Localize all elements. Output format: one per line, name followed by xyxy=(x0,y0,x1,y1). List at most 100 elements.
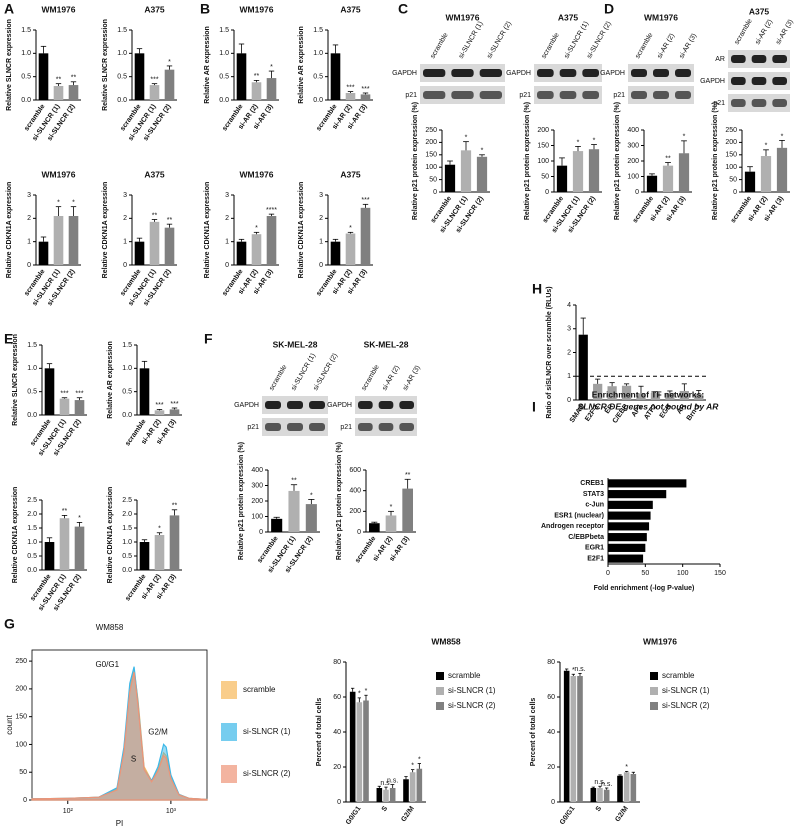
bar xyxy=(608,479,687,488)
blot-band xyxy=(287,401,303,409)
significance: **** xyxy=(266,207,277,214)
significance: n.s. xyxy=(574,666,585,673)
panel-label: I xyxy=(532,399,536,415)
x-tick-label: G2/M xyxy=(400,805,416,823)
x-tick-label: 150 xyxy=(714,570,726,577)
bar xyxy=(608,543,646,552)
bar xyxy=(646,175,658,192)
row-label: p21 xyxy=(613,92,625,99)
x-tick-label: 10³ xyxy=(166,808,177,815)
y-axis-label: Percent of total cells xyxy=(316,698,323,767)
y-tick-label: 1 xyxy=(567,373,571,380)
bar xyxy=(662,165,674,192)
significance: ** xyxy=(254,73,260,80)
blot-band xyxy=(675,91,691,99)
y-tick-label: 0 xyxy=(123,262,127,269)
bar xyxy=(169,409,180,415)
lane-label: si-SLNCR (2) xyxy=(586,20,613,60)
blot-band xyxy=(731,99,746,107)
peak-label: S xyxy=(131,755,136,764)
significance: * xyxy=(255,225,258,232)
x-axis-label: PI xyxy=(116,819,124,828)
significance: * xyxy=(158,526,161,533)
legend-swatch xyxy=(436,687,444,695)
chart-title: WM858 xyxy=(431,636,461,646)
bar xyxy=(460,150,472,192)
legend-label: si-SLNCR (2) xyxy=(448,701,496,710)
chart-title: Enrichment of TF networks: xyxy=(592,389,705,399)
blot-band xyxy=(751,99,767,107)
blot-band xyxy=(287,423,303,431)
blot-band xyxy=(772,99,787,107)
y-tick-label: 1.0 xyxy=(122,365,132,372)
x-tick-label: 10² xyxy=(63,808,74,815)
y-axis-label: Ratio of siSLNCR over scramble (RLUs) xyxy=(546,286,553,418)
row-label: GAPDH xyxy=(506,70,531,77)
row-label: p21 xyxy=(405,92,417,99)
blot-band xyxy=(731,55,746,63)
bar xyxy=(74,400,85,415)
y-tick-label: 250 xyxy=(725,127,737,134)
bar xyxy=(608,533,647,542)
y-tick-label: 1.5 xyxy=(122,342,132,349)
y-tick-label: 0 xyxy=(23,797,27,804)
bar xyxy=(383,789,389,802)
y-tick-label: 0.0 xyxy=(27,412,37,419)
significance: * xyxy=(168,59,171,66)
y-tick-label: 0.5 xyxy=(313,74,323,81)
significance: * xyxy=(572,667,575,674)
y-tick-label: 80 xyxy=(547,659,555,666)
y-axis-label: Relative p21 protein expression (%) xyxy=(712,102,719,220)
bar xyxy=(360,94,371,100)
row-label: p21 xyxy=(340,424,352,431)
bar xyxy=(607,386,617,400)
y-tick-label: 0.5 xyxy=(122,389,132,396)
y-tick-label: 1.5 xyxy=(27,342,37,349)
bar xyxy=(330,53,341,100)
y-axis-label: Relative CDKN1A expression xyxy=(12,487,19,584)
bar xyxy=(679,390,689,400)
x-tick-label: AR xyxy=(676,403,688,415)
y-tick-label: 1.0 xyxy=(117,50,127,57)
bar xyxy=(139,368,150,415)
y-tick-label: 200 xyxy=(627,158,639,165)
y-tick-label: 0.0 xyxy=(122,567,132,574)
bar xyxy=(608,554,644,563)
y-tick-label: 150 xyxy=(725,152,737,159)
y-tick-label: 0 xyxy=(259,529,263,536)
y-tick-label: 0 xyxy=(225,262,229,269)
bar xyxy=(38,241,49,265)
significance: ** xyxy=(152,212,158,219)
bar xyxy=(590,788,597,802)
y-tick-label: 3 xyxy=(319,192,323,199)
significance: ** xyxy=(167,217,173,224)
y-tick-label: 60 xyxy=(333,694,341,701)
y-tick-label: 400 xyxy=(349,488,361,495)
y-tick-label: EGR1 xyxy=(585,545,604,552)
blot-band xyxy=(751,55,767,63)
y-tick-label: 0 xyxy=(27,262,31,269)
y-tick-label: C/EBPbeta xyxy=(568,534,604,541)
blot-band xyxy=(537,69,554,77)
row-label: GAPDH xyxy=(392,70,417,77)
bar xyxy=(288,490,300,532)
y-tick-label: 1.5 xyxy=(122,525,132,532)
y-tick-label: 1 xyxy=(225,239,229,246)
y-tick-label: 100 xyxy=(725,164,737,171)
bar xyxy=(345,93,356,100)
chart-title: A375 xyxy=(340,4,361,14)
lane-label: si-AR (3) xyxy=(775,18,795,45)
significance: n.s. xyxy=(601,781,612,788)
y-tick-label: CREB1 xyxy=(580,480,604,487)
significance: * xyxy=(411,762,414,769)
significance: * xyxy=(358,691,361,698)
bar xyxy=(251,82,262,100)
y-tick-label: E2F1 xyxy=(587,555,604,562)
y-tick-label: 200 xyxy=(537,127,549,134)
blot-band xyxy=(309,401,325,409)
y-tick-label: 2.5 xyxy=(27,497,37,504)
bar xyxy=(369,523,380,532)
panel-label: B xyxy=(200,1,210,17)
blot-band xyxy=(358,423,373,431)
